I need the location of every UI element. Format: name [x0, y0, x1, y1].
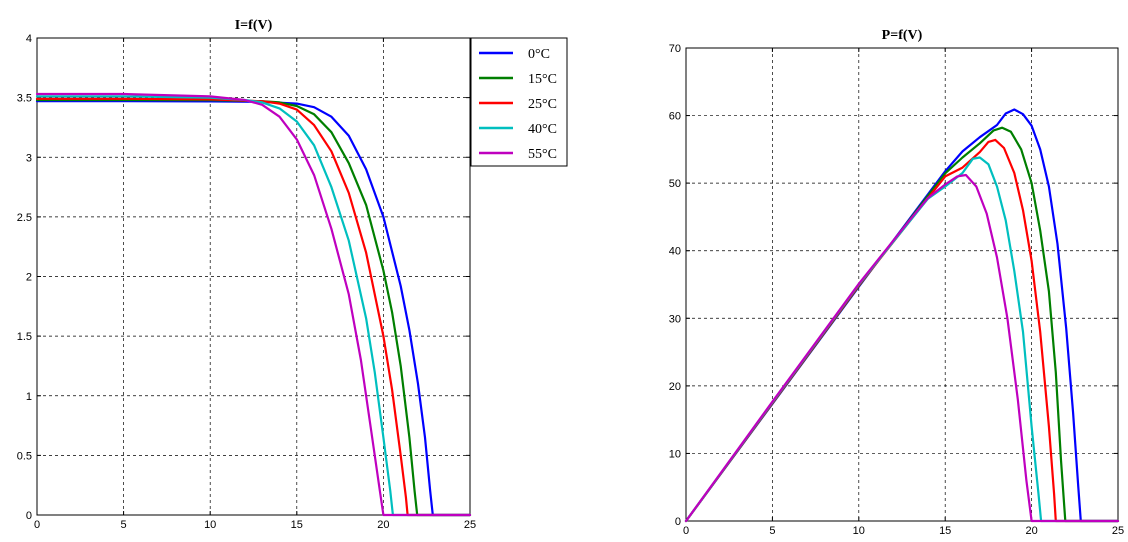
x-tick-label: 0	[34, 519, 40, 531]
y-tick-label: 3	[26, 152, 32, 164]
x-tick-label: 0	[683, 525, 689, 537]
y-tick-label: 4	[26, 33, 32, 45]
legend-label: 25°C	[528, 97, 557, 112]
y-tick-label: 10	[669, 448, 681, 460]
legend-label: 40°C	[528, 122, 557, 137]
legend-label: 0°C	[528, 47, 550, 62]
y-tick-label: 2	[26, 272, 32, 284]
y-tick-label: 50	[669, 178, 681, 190]
y-tick-label: 30	[669, 313, 681, 325]
y-tick-label: 60	[669, 111, 681, 123]
x-tick-label: 10	[204, 519, 216, 531]
legend-label: 15°C	[528, 72, 557, 87]
x-tick-label: 15	[939, 525, 951, 537]
plot-frame	[685, 47, 1119, 522]
legend: 0°C 15°C 25°C 40°C 55°C	[470, 37, 568, 167]
y-tick-label: 3.5	[17, 93, 32, 105]
x-tick-label: 5	[121, 519, 127, 531]
chart-current-voltage: 0 5 10 15 20 25 0 0.5 1 1.5 2 2.5 3 3.5 4 I=f(V) 0°C 15°C…	[17, 18, 568, 531]
series-line-0	[35, 100, 472, 517]
x-tick-label: 5	[769, 525, 775, 537]
y-tick-label: 0	[675, 516, 681, 528]
y-tick-label: 20	[669, 381, 681, 393]
y-tick-label: 1.5	[17, 331, 32, 343]
x-tick-label: 25	[464, 519, 476, 531]
series-line-4	[35, 92, 472, 517]
series-line-0	[684, 108, 1120, 523]
y-tick-label: 40	[669, 246, 681, 258]
y-tick-label: 0.5	[17, 450, 32, 462]
chart-title: I=f(V)	[235, 18, 273, 33]
y-tick-label: 70	[669, 43, 681, 55]
x-tick-label: 20	[377, 519, 389, 531]
x-tick-label: 10	[853, 525, 865, 537]
series-line-4	[684, 173, 1120, 523]
y-tick-label: 0	[26, 510, 32, 522]
legend-label: 55°C	[528, 147, 557, 162]
x-tick-label: 20	[1025, 525, 1037, 537]
series-line-1	[684, 126, 1120, 523]
chart-power-voltage: 0 5 10 15 20 25 0 10 20 30 40 50 60 70 P=f(V)	[669, 28, 1124, 537]
y-tick-label: 1	[26, 391, 32, 403]
x-tick-label: 15	[291, 519, 303, 531]
y-tick-label: 2.5	[17, 212, 32, 224]
x-tick-label: 25	[1112, 525, 1124, 537]
chart-title: P=f(V)	[882, 28, 923, 43]
